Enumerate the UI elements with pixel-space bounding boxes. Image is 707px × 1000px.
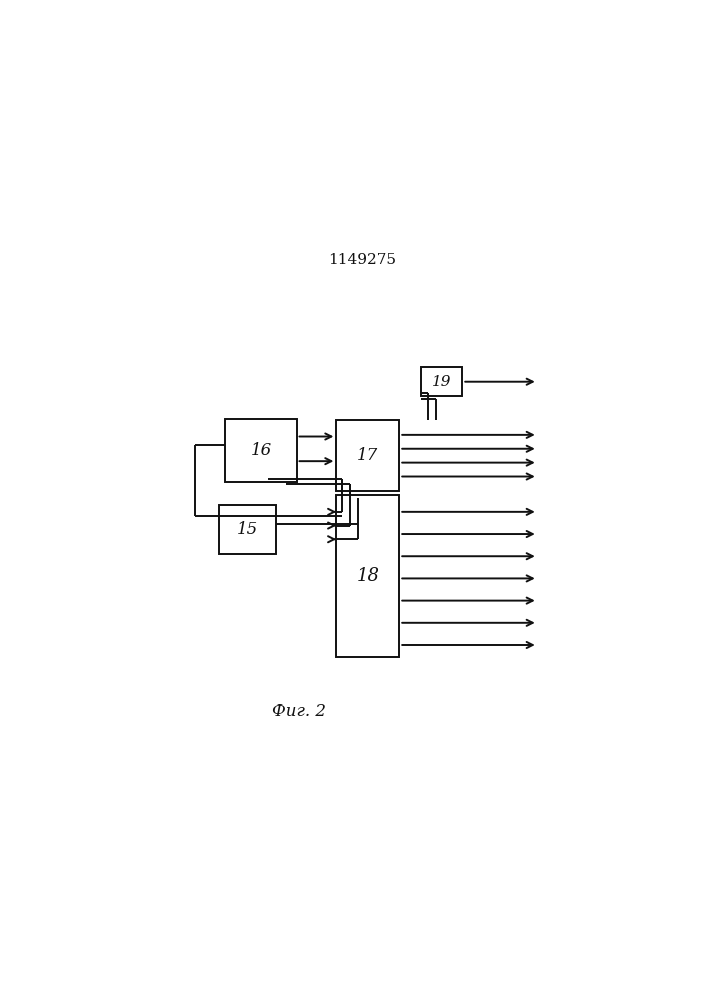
Text: 1149275: 1149275 [328, 253, 397, 267]
Text: 15: 15 [237, 521, 258, 538]
Text: 17: 17 [357, 447, 378, 464]
Text: 16: 16 [250, 442, 271, 459]
Text: Фиг. 2: Фиг. 2 [272, 703, 327, 720]
Text: 19: 19 [432, 375, 452, 389]
Text: 18: 18 [356, 567, 380, 585]
Bar [337, 420, 399, 491]
Bar [337, 495, 399, 657]
Bar [218, 505, 276, 554]
Bar [421, 367, 462, 396]
Bar [226, 419, 297, 482]
